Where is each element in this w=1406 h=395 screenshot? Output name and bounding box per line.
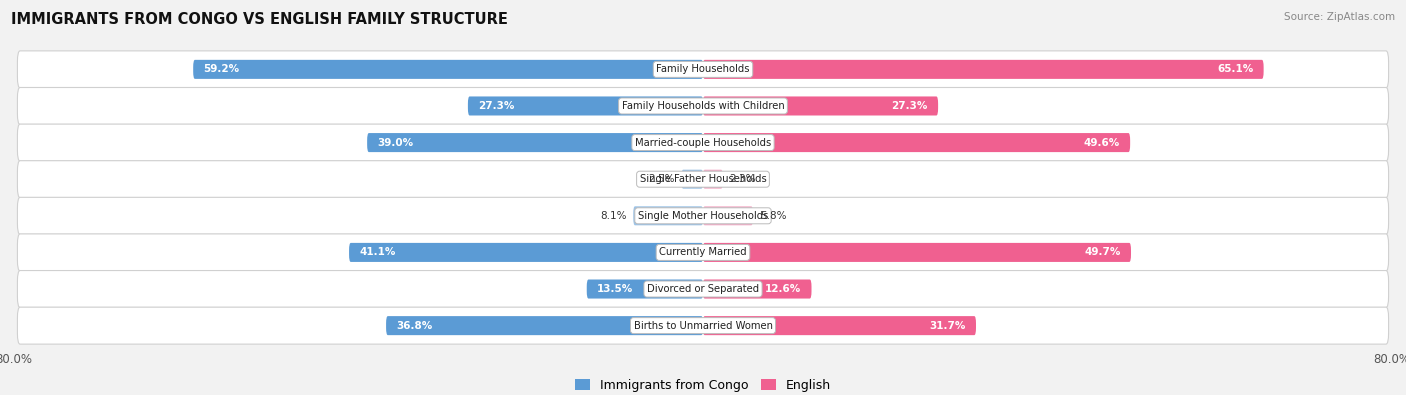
Text: 27.3%: 27.3% [478, 101, 515, 111]
Text: 39.0%: 39.0% [377, 137, 413, 148]
Legend: Immigrants from Congo, English: Immigrants from Congo, English [571, 375, 835, 395]
Text: 12.6%: 12.6% [765, 284, 801, 294]
Text: 31.7%: 31.7% [929, 321, 966, 331]
Text: IMMIGRANTS FROM CONGO VS ENGLISH FAMILY STRUCTURE: IMMIGRANTS FROM CONGO VS ENGLISH FAMILY … [11, 12, 508, 27]
Text: Currently Married: Currently Married [659, 247, 747, 258]
Text: 36.8%: 36.8% [396, 321, 433, 331]
Text: 65.1%: 65.1% [1218, 64, 1253, 74]
FancyBboxPatch shape [682, 170, 703, 189]
FancyBboxPatch shape [633, 206, 703, 225]
FancyBboxPatch shape [17, 307, 1389, 344]
Text: 2.5%: 2.5% [648, 174, 675, 184]
FancyBboxPatch shape [703, 280, 811, 299]
FancyBboxPatch shape [703, 316, 976, 335]
FancyBboxPatch shape [703, 243, 1130, 262]
Text: Source: ZipAtlas.com: Source: ZipAtlas.com [1284, 12, 1395, 22]
FancyBboxPatch shape [17, 198, 1389, 234]
Text: Births to Unmarried Women: Births to Unmarried Women [634, 321, 772, 331]
Text: 49.6%: 49.6% [1084, 137, 1119, 148]
FancyBboxPatch shape [586, 280, 703, 299]
Text: Single Father Households: Single Father Households [640, 174, 766, 184]
FancyBboxPatch shape [468, 96, 703, 115]
Text: 2.3%: 2.3% [730, 174, 756, 184]
FancyBboxPatch shape [17, 51, 1389, 88]
Text: 27.3%: 27.3% [891, 101, 928, 111]
FancyBboxPatch shape [349, 243, 703, 262]
FancyBboxPatch shape [193, 60, 703, 79]
FancyBboxPatch shape [17, 234, 1389, 271]
FancyBboxPatch shape [17, 161, 1389, 198]
FancyBboxPatch shape [17, 271, 1389, 308]
FancyBboxPatch shape [703, 170, 723, 189]
FancyBboxPatch shape [387, 316, 703, 335]
Text: Family Households: Family Households [657, 64, 749, 74]
FancyBboxPatch shape [367, 133, 703, 152]
Text: 41.1%: 41.1% [360, 247, 395, 258]
FancyBboxPatch shape [703, 133, 1130, 152]
Text: 49.7%: 49.7% [1084, 247, 1121, 258]
FancyBboxPatch shape [17, 87, 1389, 124]
Text: Single Mother Households: Single Mother Households [638, 211, 768, 221]
FancyBboxPatch shape [703, 96, 938, 115]
FancyBboxPatch shape [703, 206, 754, 225]
Text: 5.8%: 5.8% [759, 211, 786, 221]
Text: 13.5%: 13.5% [598, 284, 633, 294]
FancyBboxPatch shape [703, 60, 1264, 79]
Text: Family Households with Children: Family Households with Children [621, 101, 785, 111]
FancyBboxPatch shape [17, 124, 1389, 161]
Text: 8.1%: 8.1% [600, 211, 626, 221]
Text: 59.2%: 59.2% [204, 64, 239, 74]
Text: Married-couple Households: Married-couple Households [636, 137, 770, 148]
Text: Divorced or Separated: Divorced or Separated [647, 284, 759, 294]
